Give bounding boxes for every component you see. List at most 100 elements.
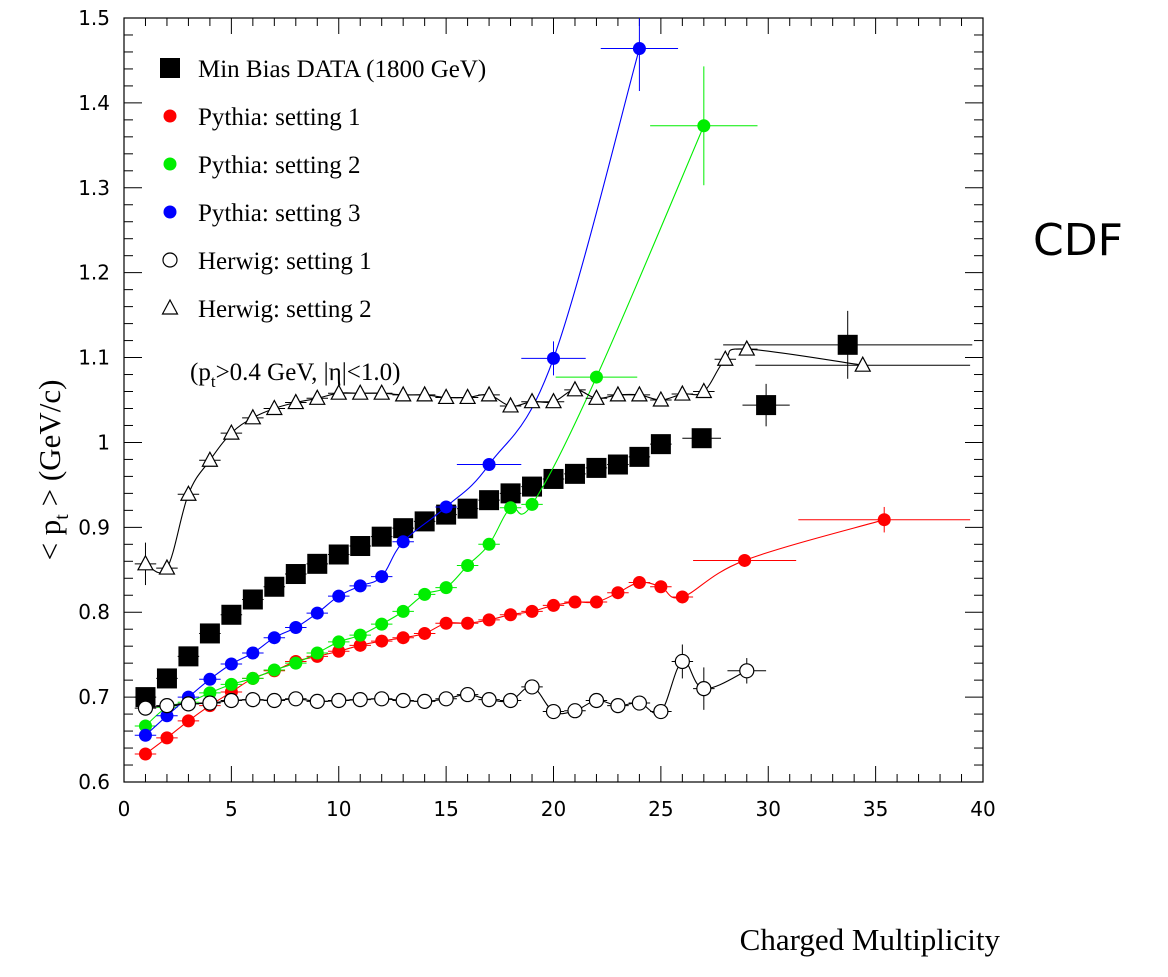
data-point [179, 484, 197, 501]
data-point [481, 692, 497, 708]
data-point [461, 616, 475, 630]
data-point [654, 580, 668, 594]
y-tick-label: 1.1 [78, 346, 110, 370]
data-point [500, 483, 521, 504]
data-point [586, 457, 607, 478]
legend-marker [163, 109, 177, 123]
data-point [650, 434, 671, 455]
data-point [285, 564, 306, 585]
series-1 [134, 310, 973, 708]
data-point [522, 476, 543, 497]
series-curve [145, 519, 885, 755]
data-point [461, 559, 475, 573]
data-point [414, 511, 435, 532]
data-point [632, 576, 646, 590]
data-point [524, 679, 540, 695]
data-point [138, 719, 152, 733]
data-point [328, 544, 349, 565]
series-6 [134, 339, 971, 586]
data-point [547, 351, 560, 365]
data-point [264, 576, 285, 597]
data-point [482, 537, 496, 551]
data-point [246, 671, 260, 685]
data-point [525, 604, 539, 618]
data-point [353, 628, 367, 642]
data-point [180, 696, 197, 712]
data-point [201, 451, 219, 467]
data-point [396, 631, 410, 645]
data-point [459, 388, 477, 405]
data-point [160, 731, 174, 745]
y-tick-label: 1.2 [78, 261, 110, 285]
data-point [523, 392, 541, 409]
data-point [332, 644, 346, 658]
data-point [696, 681, 712, 697]
data-point [589, 370, 603, 384]
data-point [482, 613, 496, 627]
x-tick-label: 15 [433, 797, 458, 821]
data-point [371, 526, 392, 547]
data-point [610, 697, 626, 714]
data-point [353, 638, 367, 652]
data-point [265, 399, 283, 416]
data-point [675, 590, 689, 604]
legend-marker [161, 298, 179, 315]
x-tick-label: 0 [118, 797, 131, 821]
data-point [418, 587, 432, 601]
data-point [417, 693, 433, 709]
data-point [375, 570, 389, 584]
y-axis-title: < pt > (GeV/c) [32, 380, 73, 561]
data-point [350, 536, 371, 557]
x-axis-title: Charged Multiplicity [740, 922, 1001, 957]
y-tick-label: 1.4 [78, 91, 110, 115]
data-point [310, 606, 324, 620]
data-point [673, 384, 691, 401]
data-point [160, 709, 174, 723]
data-point [307, 553, 328, 574]
data-point [267, 663, 281, 677]
data-point [877, 513, 891, 527]
legend-label: Pythia: setting 1 [198, 104, 361, 131]
legend-marker [163, 205, 177, 219]
data-point [695, 382, 713, 399]
data-point [438, 691, 454, 707]
data-point [374, 691, 390, 707]
data-point [244, 408, 262, 425]
data-point [738, 339, 756, 356]
data-point [135, 687, 156, 708]
data-point [544, 392, 563, 409]
data-point [394, 385, 412, 402]
data-point [631, 695, 648, 711]
data-point [330, 383, 348, 400]
data-point [308, 389, 326, 405]
data-point [756, 395, 777, 416]
series-3 [134, 66, 758, 733]
x-tick-label: 5 [225, 797, 238, 821]
y-tick-label: 1.5 [78, 6, 110, 30]
data-point [181, 714, 195, 728]
y-tick-label: 0.9 [78, 515, 110, 539]
data-point [439, 581, 453, 595]
data-point [395, 692, 411, 709]
data-point [525, 497, 539, 511]
x-tick-label: 20 [541, 797, 566, 821]
data-point [352, 692, 368, 708]
data-point [393, 518, 414, 539]
data-point [632, 42, 646, 56]
data-point [564, 463, 585, 484]
data-point [739, 663, 755, 679]
data-point [203, 672, 217, 686]
data-point [502, 396, 520, 413]
data-point [691, 428, 712, 449]
series-5 [134, 644, 767, 720]
x-tick-label: 10 [326, 797, 351, 821]
data-point [543, 468, 564, 489]
y-tick-label: 1.3 [78, 176, 110, 200]
data-point [439, 500, 453, 514]
data-point [416, 385, 434, 402]
data-point [245, 692, 261, 708]
data-point [287, 393, 305, 410]
data-point [653, 703, 669, 720]
x-tick-label: 25 [648, 797, 673, 821]
